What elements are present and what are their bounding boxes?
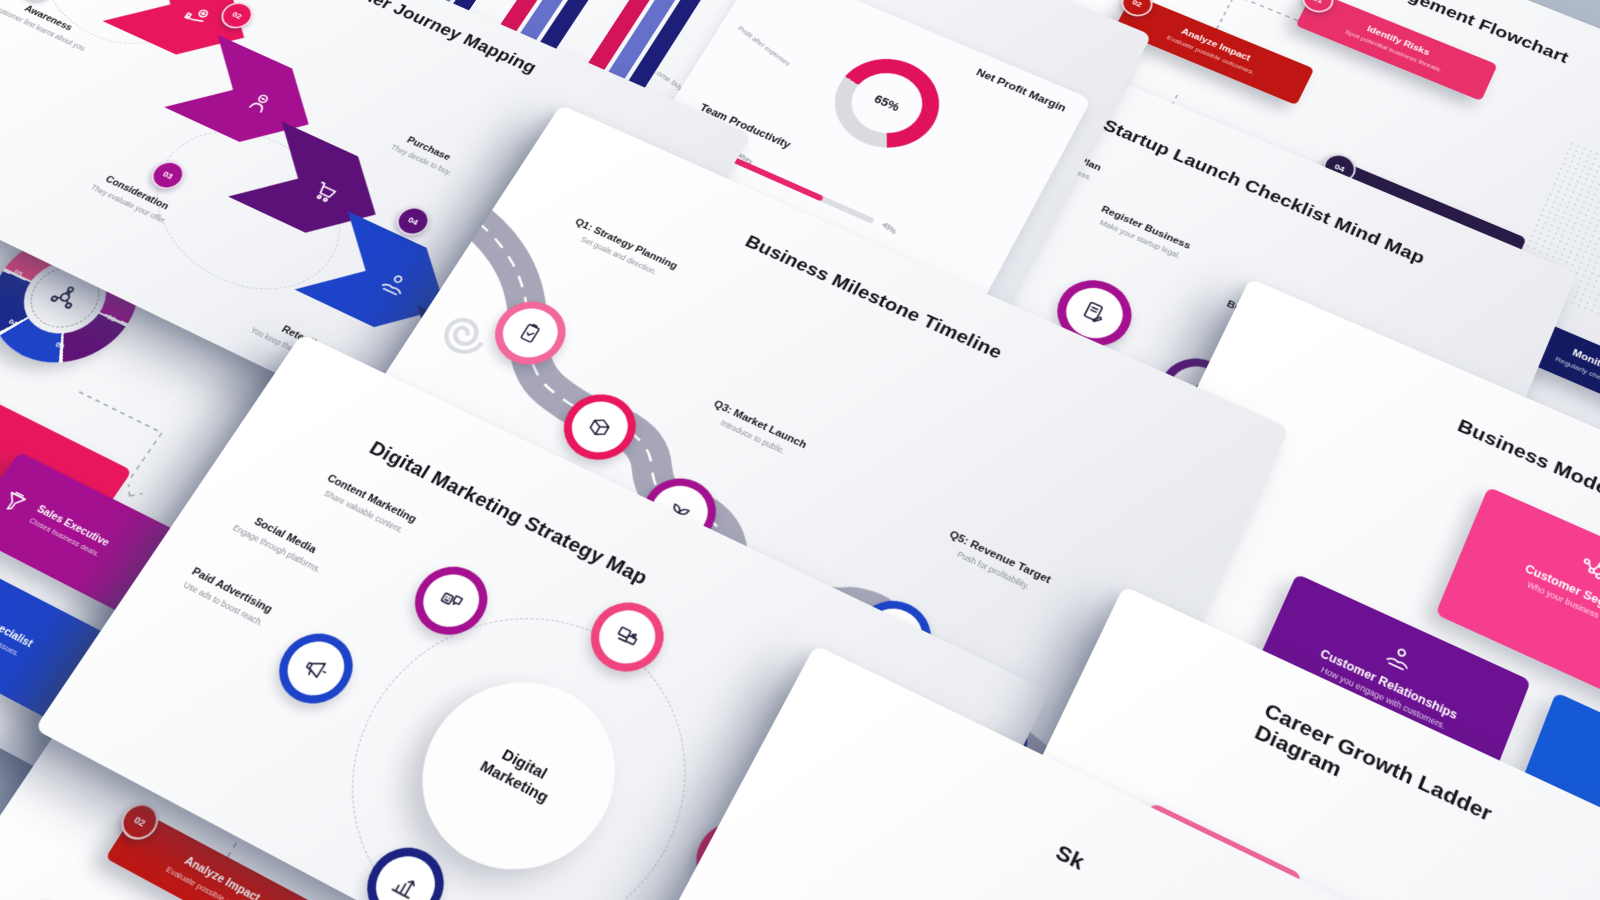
caring-hands-icon xyxy=(375,267,415,302)
net-profit-title: Net Profit Margin xyxy=(974,66,1069,114)
net-profit-donut: 65% xyxy=(816,44,957,164)
segment-03: 03 xyxy=(53,340,67,351)
box-icon xyxy=(582,411,617,443)
contract-icon xyxy=(1076,297,1112,330)
channel-label-paid: Paid Advertising Use ads to boost reach. xyxy=(156,553,301,642)
segment-04: 04 xyxy=(6,317,20,328)
net-profit-value: 65% xyxy=(871,92,902,114)
clipboard-icon xyxy=(513,318,548,349)
channel-label-social: Social Media Engage through platforms. xyxy=(209,499,353,586)
chart-icon xyxy=(386,867,425,900)
segment-05: 05 xyxy=(12,267,25,279)
journey-label-4: Purchase They decide to buy. xyxy=(346,112,504,197)
cart-icon xyxy=(307,175,346,208)
megaphone-icon xyxy=(297,651,335,686)
coins-hand-icon xyxy=(178,1,216,32)
social-icon xyxy=(433,584,470,618)
channel-desc: Share valuable content. xyxy=(322,488,405,535)
channel-label: Social Media xyxy=(251,515,319,556)
step-label: Purchase xyxy=(404,135,453,163)
slide-title-partial: Sk xyxy=(1051,840,1088,876)
net-profit-caption: Profit after expenses xyxy=(736,24,793,68)
team-icon xyxy=(42,278,88,317)
content-icon xyxy=(609,620,646,654)
productivity-value: 45% xyxy=(880,220,899,236)
channel-label: Paid Advertising xyxy=(189,565,275,616)
caring-hands-icon xyxy=(1380,640,1418,677)
thinking-head-icon xyxy=(241,86,280,118)
hub-label: Digital Marketing xyxy=(476,746,552,807)
canvas-block-label: Customer Segments xyxy=(1523,561,1600,626)
funnel-icon xyxy=(0,486,32,519)
segment-02: 02 xyxy=(105,312,118,324)
segments-icon xyxy=(1574,551,1600,587)
step-desc: They decide to buy. xyxy=(389,142,454,177)
